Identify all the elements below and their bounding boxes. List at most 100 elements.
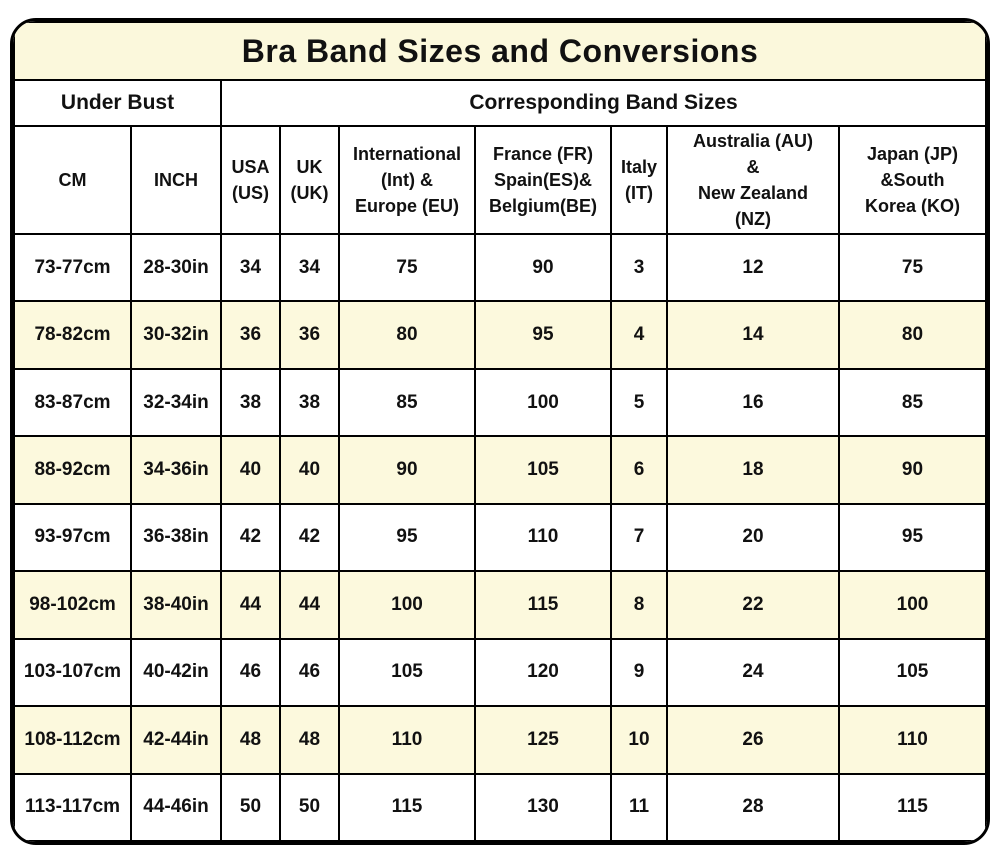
table-cell: 80 — [338, 300, 476, 370]
table-cell: 36 — [279, 300, 340, 370]
table-cell: 95 — [474, 300, 612, 370]
table-cell: 73-77cm — [13, 232, 132, 303]
table-cell: 42-44in — [130, 705, 222, 775]
table-cell: 36-38in — [130, 502, 222, 573]
table-cell: 8 — [610, 570, 668, 640]
column-header-cm: CM — [13, 125, 132, 235]
table-row: 78-82cm 30-32in 36 36 80 95 4 14 80 — [13, 300, 987, 370]
table-cell: 88-92cm — [13, 435, 132, 505]
table-cell: 75 — [338, 232, 476, 303]
table-cell: 80 — [838, 300, 987, 370]
table-cell: 6 — [610, 435, 668, 505]
table-cell: 78-82cm — [13, 300, 132, 370]
table-cell: 125 — [474, 705, 612, 775]
table-cell: 44 — [279, 570, 340, 640]
table-cell: 95 — [838, 502, 987, 573]
column-header-fr: France (FR) Spain(ES)& Belgium(BE) — [474, 125, 612, 235]
group-header-under-bust: Under Bust — [13, 79, 222, 127]
table-cell: 115 — [474, 570, 612, 640]
table-cell: 40 — [220, 435, 281, 505]
table-cell: 100 — [474, 367, 612, 438]
table-cell: 16 — [666, 367, 840, 438]
table-cell: 20 — [666, 502, 840, 573]
page-title: Bra Band Sizes and Conversions — [13, 21, 987, 81]
table-cell: 50 — [220, 772, 281, 842]
table-cell: 7 — [610, 502, 668, 573]
table-cell: 34-36in — [130, 435, 222, 505]
table-cell: 113-117cm — [13, 772, 132, 842]
table-cell: 14 — [666, 300, 840, 370]
table-cell: 110 — [838, 705, 987, 775]
table-cell: 75 — [838, 232, 987, 303]
table-cell: 100 — [838, 570, 987, 640]
table-cell: 48 — [279, 705, 340, 775]
table-cell: 44-46in — [130, 772, 222, 842]
table-cell: 32-34in — [130, 367, 222, 438]
column-header-it: Italy (IT) — [610, 125, 668, 235]
table-cell: 46 — [279, 637, 340, 708]
table-cell: 28 — [666, 772, 840, 842]
bra-size-chart: Bra Band Sizes and Conversions Under Bus… — [10, 18, 990, 845]
table-cell: 38-40in — [130, 570, 222, 640]
table-cell: 42 — [220, 502, 281, 573]
table-cell: 130 — [474, 772, 612, 842]
column-header-inch: INCH — [130, 125, 222, 235]
column-header-eu: International (Int) & Europe (EU) — [338, 125, 476, 235]
table-cell: 90 — [474, 232, 612, 303]
table-cell: 105 — [338, 637, 476, 708]
table-cell: 85 — [838, 367, 987, 438]
table-cell: 12 — [666, 232, 840, 303]
table-cell: 22 — [666, 570, 840, 640]
table-cell: 4 — [610, 300, 668, 370]
table-cell: 24 — [666, 637, 840, 708]
table-cell: 40-42in — [130, 637, 222, 708]
table-row: 83-87cm 32-34in 38 38 85 100 5 16 85 — [13, 367, 987, 438]
table-cell: 10 — [610, 705, 668, 775]
table-cell: 28-30in — [130, 232, 222, 303]
table-cell: 38 — [279, 367, 340, 438]
table-cell: 90 — [838, 435, 987, 505]
table-cell: 93-97cm — [13, 502, 132, 573]
table-cell: 85 — [338, 367, 476, 438]
table-cell: 110 — [338, 705, 476, 775]
column-header-uk: UK (UK) — [279, 125, 340, 235]
table-cell: 34 — [279, 232, 340, 303]
table-cell: 38 — [220, 367, 281, 438]
table-cell: 34 — [220, 232, 281, 303]
table-cell: 108-112cm — [13, 705, 132, 775]
table-cell: 3 — [610, 232, 668, 303]
table-cell: 44 — [220, 570, 281, 640]
column-header-row: CM INCH USA (US) UK (UK) International (Int)… — [13, 125, 987, 235]
group-header-band-sizes: Corresponding Band Sizes — [220, 79, 987, 127]
table-row: 98-102cm 38-40in 44 44 100 115 8 22 100 — [13, 570, 987, 640]
table-cell: 36 — [220, 300, 281, 370]
table-row: 93-97cm 36-38in 42 42 95 110 7 20 95 — [13, 502, 987, 573]
table-row: 113-117cm 44-46in 50 50 115 130 11 28 115 — [13, 772, 987, 842]
table-cell: 50 — [279, 772, 340, 842]
table-cell: 105 — [474, 435, 612, 505]
table-cell: 100 — [338, 570, 476, 640]
table-cell: 103-107cm — [13, 637, 132, 708]
table-cell: 115 — [838, 772, 987, 842]
column-header-us: USA (US) — [220, 125, 281, 235]
table-cell: 11 — [610, 772, 668, 842]
table-cell: 98-102cm — [13, 570, 132, 640]
table-cell: 5 — [610, 367, 668, 438]
table-cell: 46 — [220, 637, 281, 708]
table-cell: 105 — [838, 637, 987, 708]
column-header-au-nz: Australia (AU) & New Zealand (NZ) — [666, 125, 840, 235]
table-row: 73-77cm 28-30in 34 34 75 90 3 12 75 — [13, 232, 987, 303]
table-cell: 30-32in — [130, 300, 222, 370]
title-row: Bra Band Sizes and Conversions — [13, 21, 987, 81]
table-cell: 120 — [474, 637, 612, 708]
table-cell: 26 — [666, 705, 840, 775]
table-cell: 9 — [610, 637, 668, 708]
table-cell: 90 — [338, 435, 476, 505]
table-cell: 95 — [338, 502, 476, 573]
table-cell: 110 — [474, 502, 612, 573]
table-cell: 115 — [338, 772, 476, 842]
table-cell: 48 — [220, 705, 281, 775]
table-row: 108-112cm 42-44in 48 48 110 125 10 26 110 — [13, 705, 987, 775]
table-row: 88-92cm 34-36in 40 40 90 105 6 18 90 — [13, 435, 987, 505]
column-header-jp-ko: Japan (JP) &South Korea (KO) — [838, 125, 987, 235]
